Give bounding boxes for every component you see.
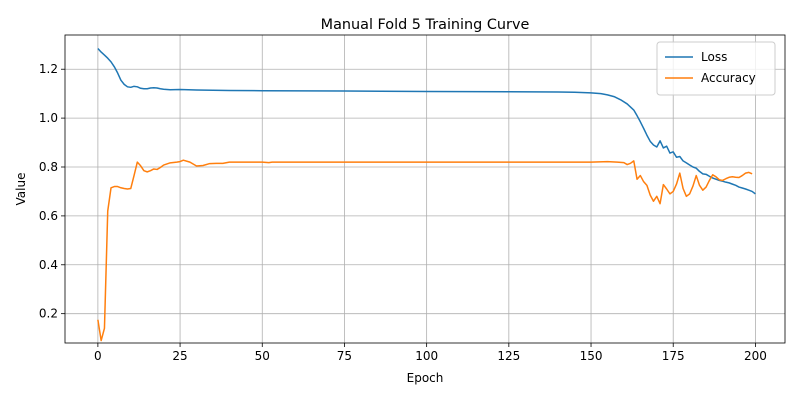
x-tick-label: 50 — [255, 349, 270, 363]
x-tick-label: 200 — [744, 349, 767, 363]
tick-layer: 0 25 50 75 100 125 150 175 200 0.2 0.4 0.6 0.8 1.0 1.2 — [39, 62, 767, 363]
chart-title: Manual Fold 5 Training Curve — [321, 17, 530, 33]
series-line-loss — [97, 47, 756, 195]
legend-label-loss: Loss — [701, 50, 727, 64]
x-tick-label: 175 — [662, 349, 685, 363]
series-layer — [97, 47, 756, 342]
plot-frame — [64, 34, 786, 344]
y-tick-label: 0.4 — [39, 258, 58, 272]
legend: Loss Accuracy — [656, 41, 776, 96]
x-tick-label: 0 — [94, 349, 102, 363]
legend-box — [656, 41, 776, 96]
y-tick-label: 1.2 — [39, 62, 58, 76]
x-tick-label: 25 — [172, 349, 187, 363]
x-tick-label: 100 — [415, 349, 438, 363]
grid-layer — [65, 35, 785, 343]
y-tick-label: 0.8 — [39, 160, 58, 174]
legend-label-accuracy: Accuracy — [701, 71, 756, 85]
y-tick-label: 0.6 — [39, 209, 58, 223]
y-tick-label: 1.0 — [39, 111, 58, 125]
series-line-accuracy — [97, 159, 753, 342]
y-axis-label: Value — [14, 173, 28, 206]
x-tick-label: 150 — [580, 349, 603, 363]
y-tick-label: 0.2 — [39, 307, 58, 321]
x-axis-label: Epoch — [407, 371, 444, 385]
x-tick-label: 125 — [497, 349, 520, 363]
x-tick-label: 75 — [337, 349, 352, 363]
